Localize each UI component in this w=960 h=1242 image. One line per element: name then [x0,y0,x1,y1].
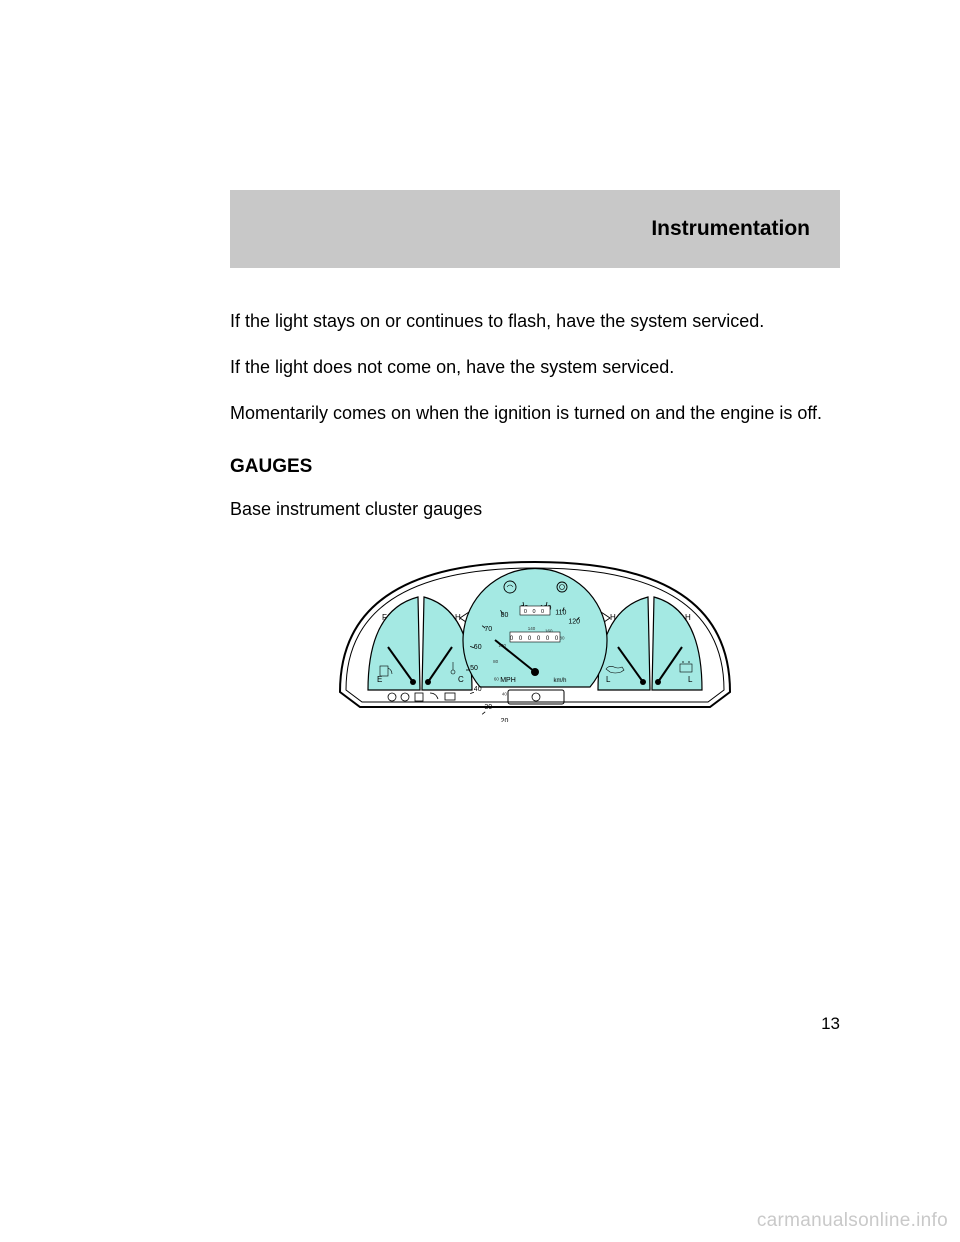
paragraph-3: Momentarily comes on when the ignition i… [230,400,840,428]
base-cluster-subtitle: Base instrument cluster gauges [230,496,840,524]
fuel-gauge [368,597,420,690]
gauges-section-title: GAUGES [230,456,840,478]
paragraph-1: If the light stays on or continues to fl… [230,308,840,336]
speedo-kmh-label: km/h [553,678,566,684]
speedo-tick-label: 40 [474,685,482,692]
speedo-inner-tick-label: 60 [494,676,500,681]
oil-label-l: L [606,675,611,684]
speedo-tick-label: 50 [470,665,478,672]
speedo-tick-label: 30 [484,704,492,711]
batt-label-l: L [688,675,693,684]
instrument-cluster-svg: F E H C [300,542,770,722]
batt-needle-hub [655,679,661,685]
trip-meter-value: 0 0 0 [524,609,546,615]
prndl-indicator-icon [532,693,540,701]
fuel-needle-hub [410,679,416,685]
header-title: Instrumentation [651,217,810,241]
fuel-label-f: F [382,613,387,622]
speedo-inner-tick-label: 40 [502,691,508,696]
speedo-tick-label: 120 [568,618,580,625]
page-number: 13 [821,1014,840,1034]
speedo-inner-tick-label: 140 [528,626,536,631]
speedometer: 2030405060708090100110120 40608010012014… [463,568,607,721]
fuel-label-e: E [377,675,382,684]
paragraph-2: If the light does not come on, have the … [230,354,840,382]
speedo-tick-label: 20 [501,717,509,721]
temp-needle-hub [425,679,431,685]
speedo-tick-label: 60 [474,644,482,651]
oil-label-h: H [610,613,616,622]
batt-label-h: H [685,613,691,622]
speedo-mph-label: MPH [500,677,516,684]
header-bar: Instrumentation [230,190,840,268]
speedo-tick-label: 70 [484,625,492,632]
speedo-needle-hub [531,668,539,676]
instrument-cluster-figure: F E H C [230,542,840,722]
battery-gauge [652,597,702,690]
odometer-value: 0 0 0 0 0 0 [510,636,560,642]
speedo-tick-label: 110 [555,609,566,616]
watermark: carmanualsonline.info [757,1210,948,1232]
temp-label-c: C [458,675,464,684]
warning-icons-row [388,693,455,701]
oil-needle-hub [640,679,646,685]
speedo-inner-tick-label: 80 [493,659,499,664]
